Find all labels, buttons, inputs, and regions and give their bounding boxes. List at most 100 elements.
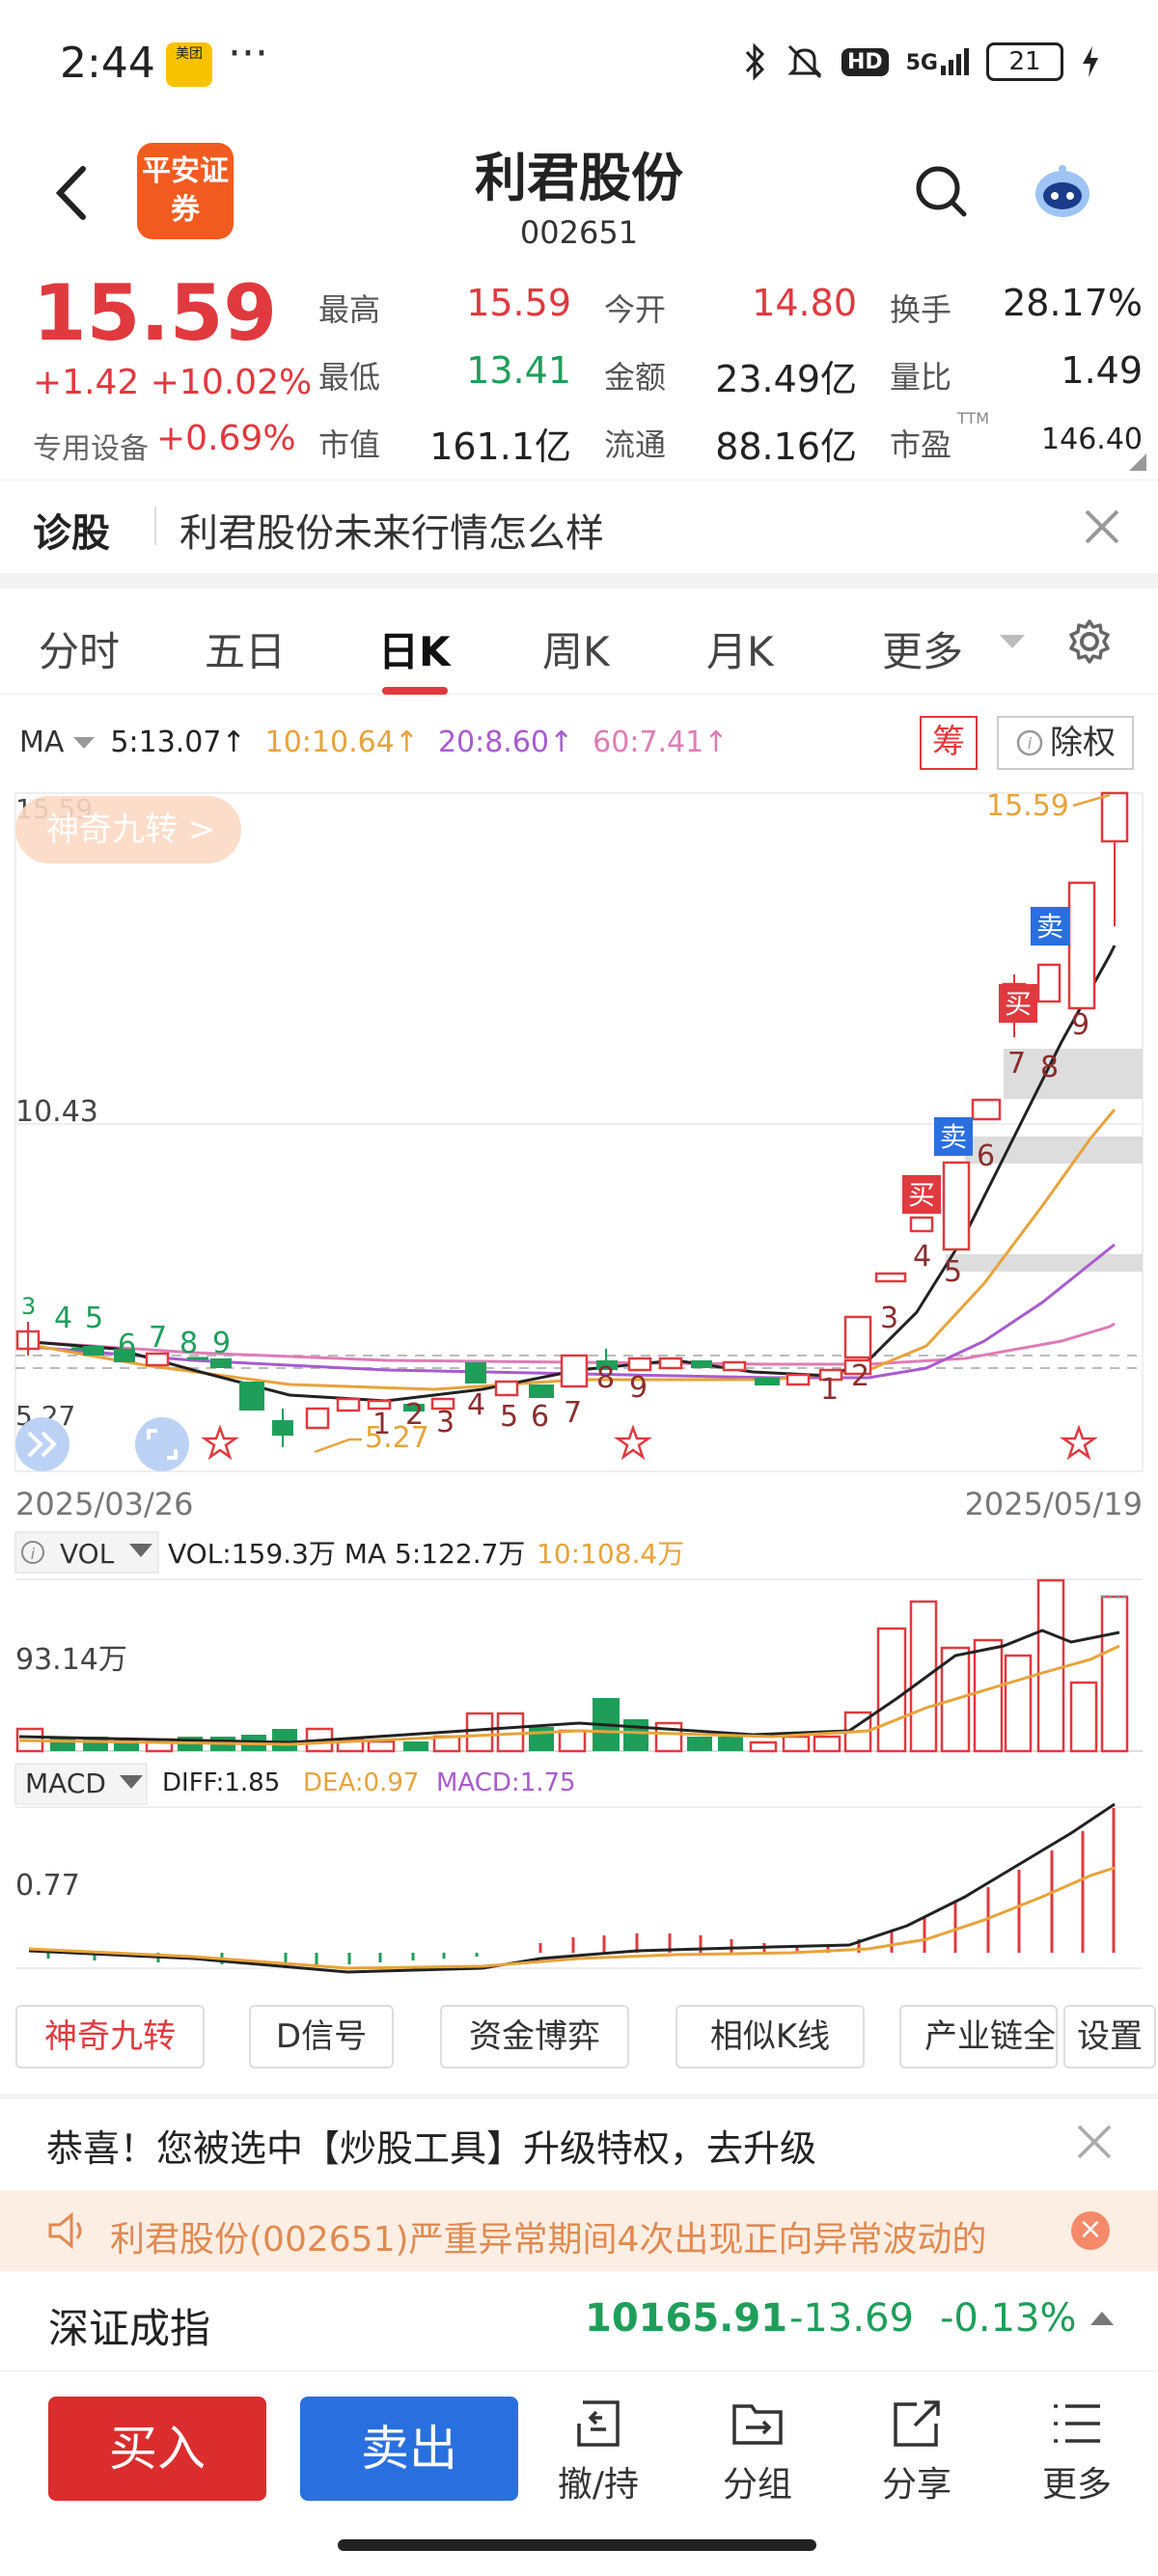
volume-bar [623, 1719, 648, 1751]
event-star-icon[interactable] [1060, 1424, 1098, 1461]
macd-diff: DIFF:1.85 [162, 1768, 280, 1797]
upgrade-promo[interactable]: 恭喜！您被选中【炒股工具】升级特权，去升级 [46, 2127, 817, 2170]
sell-button[interactable]: 卖出 [300, 2397, 518, 2501]
d-signal-button[interactable]: D信号 [249, 2005, 394, 2069]
index-change-pct: -0.13% [940, 2296, 1077, 2341]
sell-signal-tag[interactable] [934, 1117, 973, 1156]
event-star-icon[interactable] [201, 1424, 239, 1461]
macd-selector[interactable] [14, 1763, 148, 1805]
volume-chart[interactable]: i VOL VOL:159.3万 MA 5:122.7万 10:108.4万 9… [0, 1530, 1158, 1762]
seq-number: 4 [913, 1240, 931, 1274]
kline-chart[interactable]: 15.59 10.43 5.27 神奇九转 > 15.59 5.27 3 4 5… [0, 781, 1158, 1534]
sell-signal-tag[interactable] [1031, 907, 1069, 945]
price-mid-label: 10.43 [15, 1095, 98, 1129]
similar-kline-button[interactable]: 相似K线 [676, 2005, 865, 2069]
settings-button[interactable]: 设置 [1063, 2005, 1156, 2069]
status-icons: HD 5G 21 [743, 42, 1100, 81]
macd-axis-label: 0.77 [15, 1869, 80, 1903]
tab-daily-k[interactable]: 日K [378, 628, 451, 675]
chip-distribution-button[interactable]: 筹 [920, 716, 978, 770]
nine-turn-button[interactable]: 神奇九转 [15, 2005, 205, 2069]
ma-legend[interactable]: MA 5:13.07↑ 10:10.64↑ 20:8.60↑ 60:7.41↑ [19, 726, 728, 759]
candle [942, 1161, 971, 1251]
low-value: 13.41 [466, 349, 571, 392]
volume-bar [876, 1627, 907, 1753]
5g-signal-icon: 5G [906, 48, 969, 75]
candle [818, 1368, 843, 1382]
buy-button[interactable]: 买入 [48, 2397, 266, 2501]
fund-game-button[interactable]: 资金博弈 [440, 2005, 629, 2069]
close-icon[interactable] [1075, 2123, 1114, 2161]
tab-five-day[interactable]: 五日 [205, 628, 287, 675]
dropdown-icon[interactable] [71, 735, 96, 751]
high-label: 最高 [318, 291, 381, 328]
dropdown-icon[interactable] [129, 1544, 152, 1557]
nine-turn-badge-label[interactable]: 神奇九转 > [46, 810, 215, 849]
back-arrow-icon[interactable] [48, 159, 96, 227]
index-ticker[interactable] [0, 2271, 1158, 2371]
nav-share[interactable]: 分享 [849, 2397, 984, 2507]
diagnose-question[interactable]: 利君股份未来行情怎么样 [179, 511, 604, 556]
buy-signal-tag[interactable] [902, 1175, 941, 1214]
svg-text:i: i [1028, 734, 1033, 753]
broker-logo[interactable]: 平安证券 [137, 143, 234, 239]
section-gap [0, 2094, 1158, 2099]
sector-label[interactable]: 专用设备 [33, 432, 149, 466]
tab-monthly-k[interactable]: 月K [706, 628, 774, 675]
search-icon[interactable] [912, 162, 970, 220]
stock-name: 利君股份 [475, 148, 683, 208]
settings-gear-icon[interactable] [1065, 617, 1114, 666]
event-star-icon[interactable] [614, 1424, 652, 1461]
vol-ma10: 10:108.4万 [537, 1538, 684, 1570]
nav-withdraw[interactable]: 撤/持 [531, 2397, 666, 2507]
nav-more[interactable]: 更多 [1009, 2397, 1144, 2507]
tab-intraday[interactable]: 分时 [39, 628, 121, 675]
low-label: 最低 [318, 359, 381, 396]
volume-bar [973, 1638, 1004, 1753]
notice-bar[interactable] [0, 2190, 1158, 2271]
volume-bar [1069, 1681, 1098, 1753]
close-icon[interactable] [1081, 506, 1123, 548]
market-cap-value: 161.1亿 [429, 425, 571, 468]
macd-chart[interactable]: MACD DIFF:1.85 DEA:0.97 MACD:1.75 0.77 [0, 1762, 1158, 1984]
vol-selector[interactable] [14, 1531, 159, 1574]
dropdown-icon[interactable] [120, 1775, 143, 1789]
buy-signal-label: 买 [908, 1179, 935, 1211]
seq-number: 5 [944, 1255, 962, 1289]
info-icon[interactable] [21, 1541, 44, 1564]
tab-weekly-k[interactable]: 周K [542, 628, 610, 675]
candle [430, 1397, 455, 1411]
vol-values: VOL:159.3万 MA 5:122.7万 [168, 1538, 525, 1570]
ma20-value: 20:8.60↑ [437, 726, 574, 759]
ai-assistant-robot-icon[interactable] [1031, 159, 1094, 223]
industry-chain-button[interactable]: 产业链全 [899, 2005, 1058, 2069]
volume-bar [1036, 1578, 1065, 1753]
open-label: 今开 [604, 291, 667, 328]
buy-signal-tag[interactable] [999, 984, 1037, 1023]
stock-code: 002651 [519, 214, 639, 251]
candle [145, 1352, 170, 1367]
float-cap-label: 流通 [604, 426, 667, 463]
close-icon[interactable]: × [1071, 2211, 1110, 2250]
volume-bar [909, 1600, 938, 1753]
seq-number: 5 [500, 1400, 518, 1434]
diagnose-bar[interactable] [0, 480, 1158, 573]
nine-turn-badge[interactable] [15, 796, 241, 863]
nav-group[interactable]: 分组 [690, 2397, 825, 2507]
market-cap-label: 市值 [318, 426, 381, 463]
notice-text[interactable]: 利君股份(002651)严重异常期间4次出现正向异常波动的 [110, 2220, 987, 2260]
candle [560, 1354, 589, 1388]
fullscreen-icon[interactable] [135, 1417, 189, 1471]
home-indicator[interactable] [338, 2539, 816, 2551]
nav-group-label: 分组 [722, 2465, 792, 2505]
expand-up-icon[interactable] [1090, 2312, 1114, 2325]
candles-early [15, 1322, 872, 1447]
candle [658, 1357, 683, 1370]
tab-more[interactable]: 更多 [882, 628, 964, 675]
macd-diff-line [28, 1802, 1116, 1974]
seq-number: 7 [564, 1396, 582, 1430]
expand-corner-icon[interactable] [1129, 453, 1146, 471]
dropdown-icon[interactable] [1000, 635, 1025, 650]
ex-rights-button[interactable]: i 除权 [997, 716, 1134, 770]
volume-bar [465, 1712, 494, 1753]
